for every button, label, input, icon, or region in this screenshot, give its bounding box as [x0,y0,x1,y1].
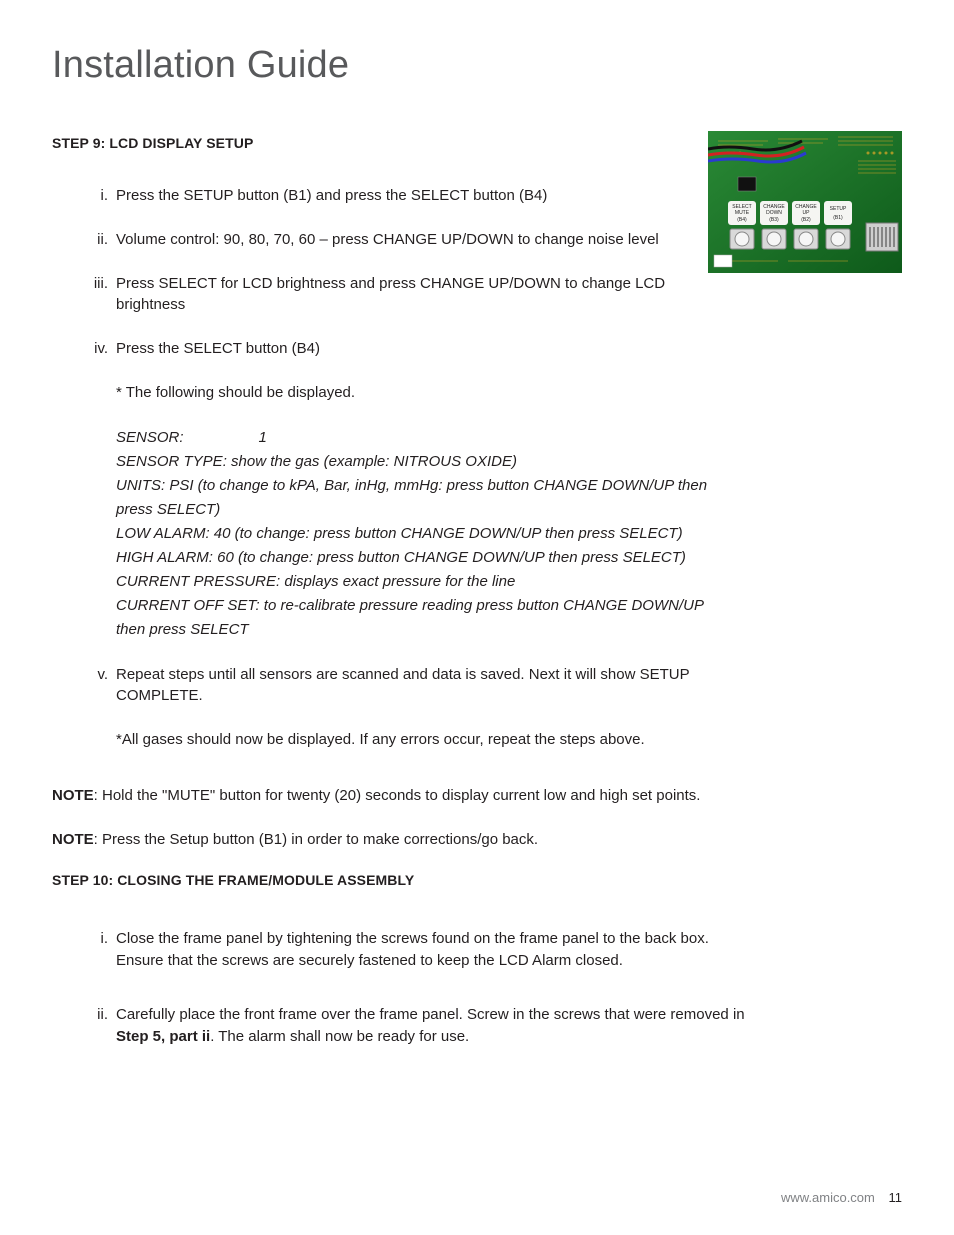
pcb-btn-label-b1: SETUP (B1) [824,201,852,225]
page-footer: www.amico.com 11 [781,1190,902,1205]
pcb-button-b3 [762,229,786,249]
step9-item-v-subnote: *All gases should now be displayed. If a… [116,729,710,751]
step10-item-i: i. Close the frame panel by tightening t… [84,928,752,972]
step9-item-ii-text: Volume control: 90, 80, 70, 60 – press C… [116,231,659,248]
display-line: SENSOR TYPE: show the gas (example: NITR… [116,450,710,474]
note-label: NOTE [52,787,94,804]
display-line: SENSOR: 1 [116,426,710,450]
step10-item-i-text: Close the frame panel by tightening the … [116,930,709,969]
page-title: Installation Guide [52,44,902,87]
svg-text:(B1): (B1) [833,215,843,221]
step9-item-v: v. Repeat steps until all sensors are sc… [84,664,710,751]
footer-page-number: 11 [889,1190,903,1205]
step9-item-iv-text: Press the SELECT button (B4) [116,340,320,357]
step9-item-iii: iii. Press SELECT for LCD brightness and… [84,273,710,317]
step10-item-ii-bold: Step 5, part ii [116,1028,210,1045]
step9-item-ii: ii. Volume control: 90, 80, 70, 60 – pre… [84,229,710,251]
step9-list: i. Press the SETUP button (B1) and press… [52,185,710,751]
pcb-board-figure: SELECT MUTE (B4) CHANGE DOWN (B3) CHANGE… [708,131,902,273]
step9-item-iv-subnote: * The following should be displayed. [116,382,710,404]
step9-item-i-text: Press the SETUP button (B1) and press th… [116,187,547,204]
sensor-display-block: SENSOR: 1 SENSOR TYPE: show the gas (exa… [116,426,710,642]
step10-item-ii-text-a: Carefully place the front frame over the… [116,1006,745,1023]
list-marker: ii. [84,1004,108,1026]
svg-text:MUTE: MUTE [735,210,750,216]
list-marker: v. [84,664,108,686]
step9-item-iv: iv. Press the SELECT button (B4) * The f… [84,338,710,642]
display-line: LOW ALARM: 40 (to change: press button C… [116,522,710,546]
step9-item-iii-text: Press SELECT for LCD brightness and pres… [116,275,665,314]
display-line: HIGH ALARM: 60 (to change: press button … [116,546,710,570]
step10-heading: STEP 10: CLOSING THE FRAME/MODULE ASSEMB… [52,872,902,888]
svg-text:SETUP: SETUP [830,206,847,212]
list-marker: i. [84,185,108,207]
note-1-text: : Hold the "MUTE" button for twenty (20)… [94,787,701,804]
pcb-btn-label-b4: SELECT MUTE (B4) [728,201,756,225]
display-line: CURRENT PRESSURE: displays exact pressur… [116,570,710,594]
step9-item-v-text: Repeat steps until all sensors are scann… [116,666,689,705]
pcb-button-b2 [794,229,818,249]
note-2-text: : Press the Setup button (B1) in order t… [94,831,538,848]
svg-text:DOWN: DOWN [766,210,782,216]
step9-item-i: i. Press the SETUP button (B1) and press… [84,185,710,207]
svg-text:(B3): (B3) [769,217,779,223]
step10-item-ii-text-b: . The alarm shall now be ready for use. [210,1028,469,1045]
pcb-btn-label-b3: CHANGE DOWN (B3) [760,201,788,225]
note-label: NOTE [52,831,94,848]
note-1: NOTE: Hold the "MUTE" button for twenty … [52,785,812,807]
svg-text:(B2): (B2) [801,217,811,223]
svg-text:(B4): (B4) [737,217,747,223]
list-marker: iv. [84,338,108,360]
display-line: UNITS: PSI (to change to kPA, Bar, inHg,… [116,474,710,522]
content-area: SELECT MUTE (B4) CHANGE DOWN (B3) CHANGE… [52,135,902,1047]
list-marker: i. [84,928,108,950]
pcb-button-b1 [826,229,850,249]
svg-text:UP: UP [803,210,811,216]
pcb-btn-label-b2: CHANGE UP (B2) [792,201,820,225]
note-2: NOTE: Press the Setup button (B1) in ord… [52,829,812,851]
step10-item-ii: ii. Carefully place the front frame over… [84,1004,752,1048]
footer-url: www.amico.com [781,1190,875,1205]
list-marker: ii. [84,229,108,251]
step10-list: i. Close the frame panel by tightening t… [52,928,752,1047]
list-marker: iii. [84,273,108,295]
display-line: CURRENT OFF SET: to re-calibrate pressur… [116,594,710,642]
pcb-button-b4 [730,229,754,249]
